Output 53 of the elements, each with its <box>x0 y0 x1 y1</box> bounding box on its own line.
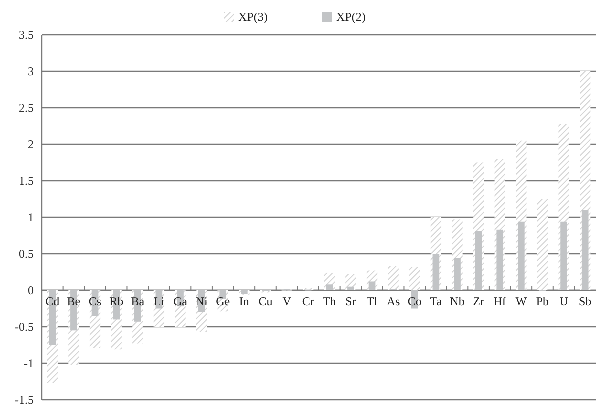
y-tick-label: 0 <box>28 284 34 298</box>
bar <box>348 286 354 290</box>
bar <box>220 290 227 300</box>
x-tick-label: Tl <box>366 294 378 308</box>
x-tick-label: Hf <box>494 294 506 308</box>
bar <box>496 230 504 290</box>
x-tick-label: Rb <box>110 294 124 308</box>
y-tick-label: -1 <box>24 356 34 371</box>
y-tick-label: 3 <box>28 64 34 79</box>
x-tick-label: Sb <box>579 294 592 308</box>
x-tick-label: Li <box>154 294 166 308</box>
x-tick-label: Ba <box>131 294 146 308</box>
bar <box>475 231 482 290</box>
bar <box>454 258 461 290</box>
y-tick-label: 2 <box>28 138 34 152</box>
x-tick-label: Cs <box>88 294 102 308</box>
y-tick-label: 0.5 <box>19 247 34 262</box>
x-tick-label: Cr <box>302 294 314 308</box>
bar <box>410 267 420 290</box>
x-tick-label: As <box>386 294 401 308</box>
x-tick-label: Th <box>322 294 336 308</box>
x-tick-label: Cd <box>46 294 60 308</box>
x-tick-label: Ga <box>174 294 188 308</box>
bar <box>518 222 525 290</box>
x-tick-label: U <box>560 294 569 308</box>
y-tick-label: 2.5 <box>19 101 34 116</box>
bar <box>560 222 568 290</box>
bar <box>582 210 589 290</box>
y-tick-label: 1.5 <box>19 174 34 188</box>
x-tick-label: Be <box>67 294 81 308</box>
x-tick-label: V <box>282 294 292 308</box>
bar <box>388 266 399 290</box>
x-tick-label: W <box>516 294 528 308</box>
x-tick-label: Co <box>408 294 422 308</box>
y-tick-label: 1 <box>28 210 34 225</box>
x-tick-label: Ta <box>430 294 443 308</box>
x-tick-label: Sr <box>346 294 356 308</box>
x-tick-label: In <box>239 294 250 308</box>
x-tick-label: Nb <box>450 294 465 308</box>
x-tick-label: Ge <box>216 294 230 308</box>
legend-label: XP(2) <box>336 10 366 24</box>
bar <box>326 284 334 290</box>
bar <box>432 254 440 290</box>
y-tick-label: 3.5 <box>19 28 34 42</box>
y-tick-label: -0.5 <box>15 320 34 334</box>
bar <box>537 199 548 290</box>
bar <box>368 282 376 290</box>
x-tick-label: Cu <box>258 294 273 308</box>
x-tick-label: Pb <box>536 294 550 308</box>
x-tick-label: Ni <box>196 294 208 308</box>
legend-label: XP(3) <box>238 10 268 24</box>
y-tick-label: -1.5 <box>15 393 34 408</box>
x-tick-label: Zr <box>473 294 484 308</box>
